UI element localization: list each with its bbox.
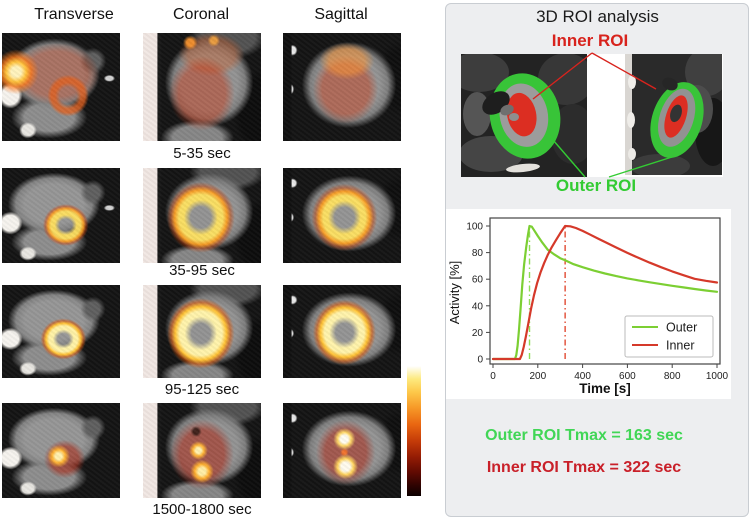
activity-time-chart: 0 200 400 600 800 1000 0 20 40 60 80 100 Time [s] Act… [446,209,731,399]
pet-ct-image-transverse-phase1 [2,33,120,141]
time-phase-label-3: 95-125 sec [164,381,240,398]
pet-ct-image-transverse-phase3 [2,285,120,378]
outer-roi-label: Outer ROI [555,176,637,195]
time-phase-label-4: 1500-1800 sec [152,501,252,518]
time-phase-label-1: 5-35 sec [173,145,231,162]
column-header-transverse: Transverse [34,6,114,23]
y-tick-label: 20 [472,328,484,339]
x-tick-label: 1000 [706,371,729,382]
x-tick-label: 200 [529,371,546,382]
roi-overlay-image-transverse [461,54,587,177]
activity-chart-svg: 0 200 400 600 800 1000 0 20 40 60 80 100 Time [s] Act… [446,209,731,399]
y-tick-label: 100 [466,222,483,233]
pet-ct-image-sagittal-phase1 [283,33,401,141]
pet-ct-image-coronal-phase1 [143,33,261,141]
plot-frame [489,217,721,365]
y-tick-label: 0 [477,355,483,366]
inner-roi-tmax-text: Inner ROI Tmax = 322 sec [486,459,682,476]
pet-ct-image-sagittal-phase2 [283,168,401,263]
pet-ct-image-sagittal-phase3 [283,285,401,378]
pet-ct-image-coronal-phase2 [143,168,261,263]
y-axis-label: Activity [%] [447,261,462,325]
y-tick-label: 40 [472,301,484,312]
pet-ct-image-coronal-phase3 [143,285,261,378]
roi-overlay-image-sagittal [625,54,722,175]
x-tick-label: 0 [490,371,496,382]
kidney-roi-rings [650,82,704,158]
series-line-outer [491,224,719,361]
series-line-inner [491,224,719,361]
roi-panel-title: 3D ROI analysis [536,7,659,26]
x-axis-label: Time [s] [579,381,631,396]
pet-ct-image-transverse-phase2 [2,168,120,263]
pet-intensity-colorbar [407,366,421,496]
pet-ct-image-coronal-phase4 [143,403,261,498]
legend-label-inner: Inner [666,339,695,353]
legend-label-outer: Outer [666,321,697,335]
y-tick-label: 60 [472,275,484,286]
inner-roi-label: Inner ROI [551,31,629,50]
column-header-coronal: Coronal [172,6,230,23]
time-phase-label-2: 35-95 sec [169,262,235,279]
y-tick-label: 80 [472,248,484,259]
pet-ct-image-sagittal-phase4 [283,403,401,498]
pet-ct-image-transverse-phase4 [2,403,120,498]
column-header-sagittal: Sagittal [314,6,368,23]
x-tick-label: 600 [619,371,636,382]
x-tick-label: 400 [574,371,591,382]
outer-roi-tmax-text: Outer ROI Tmax = 163 sec [485,427,683,444]
x-tick-label: 800 [664,371,681,382]
